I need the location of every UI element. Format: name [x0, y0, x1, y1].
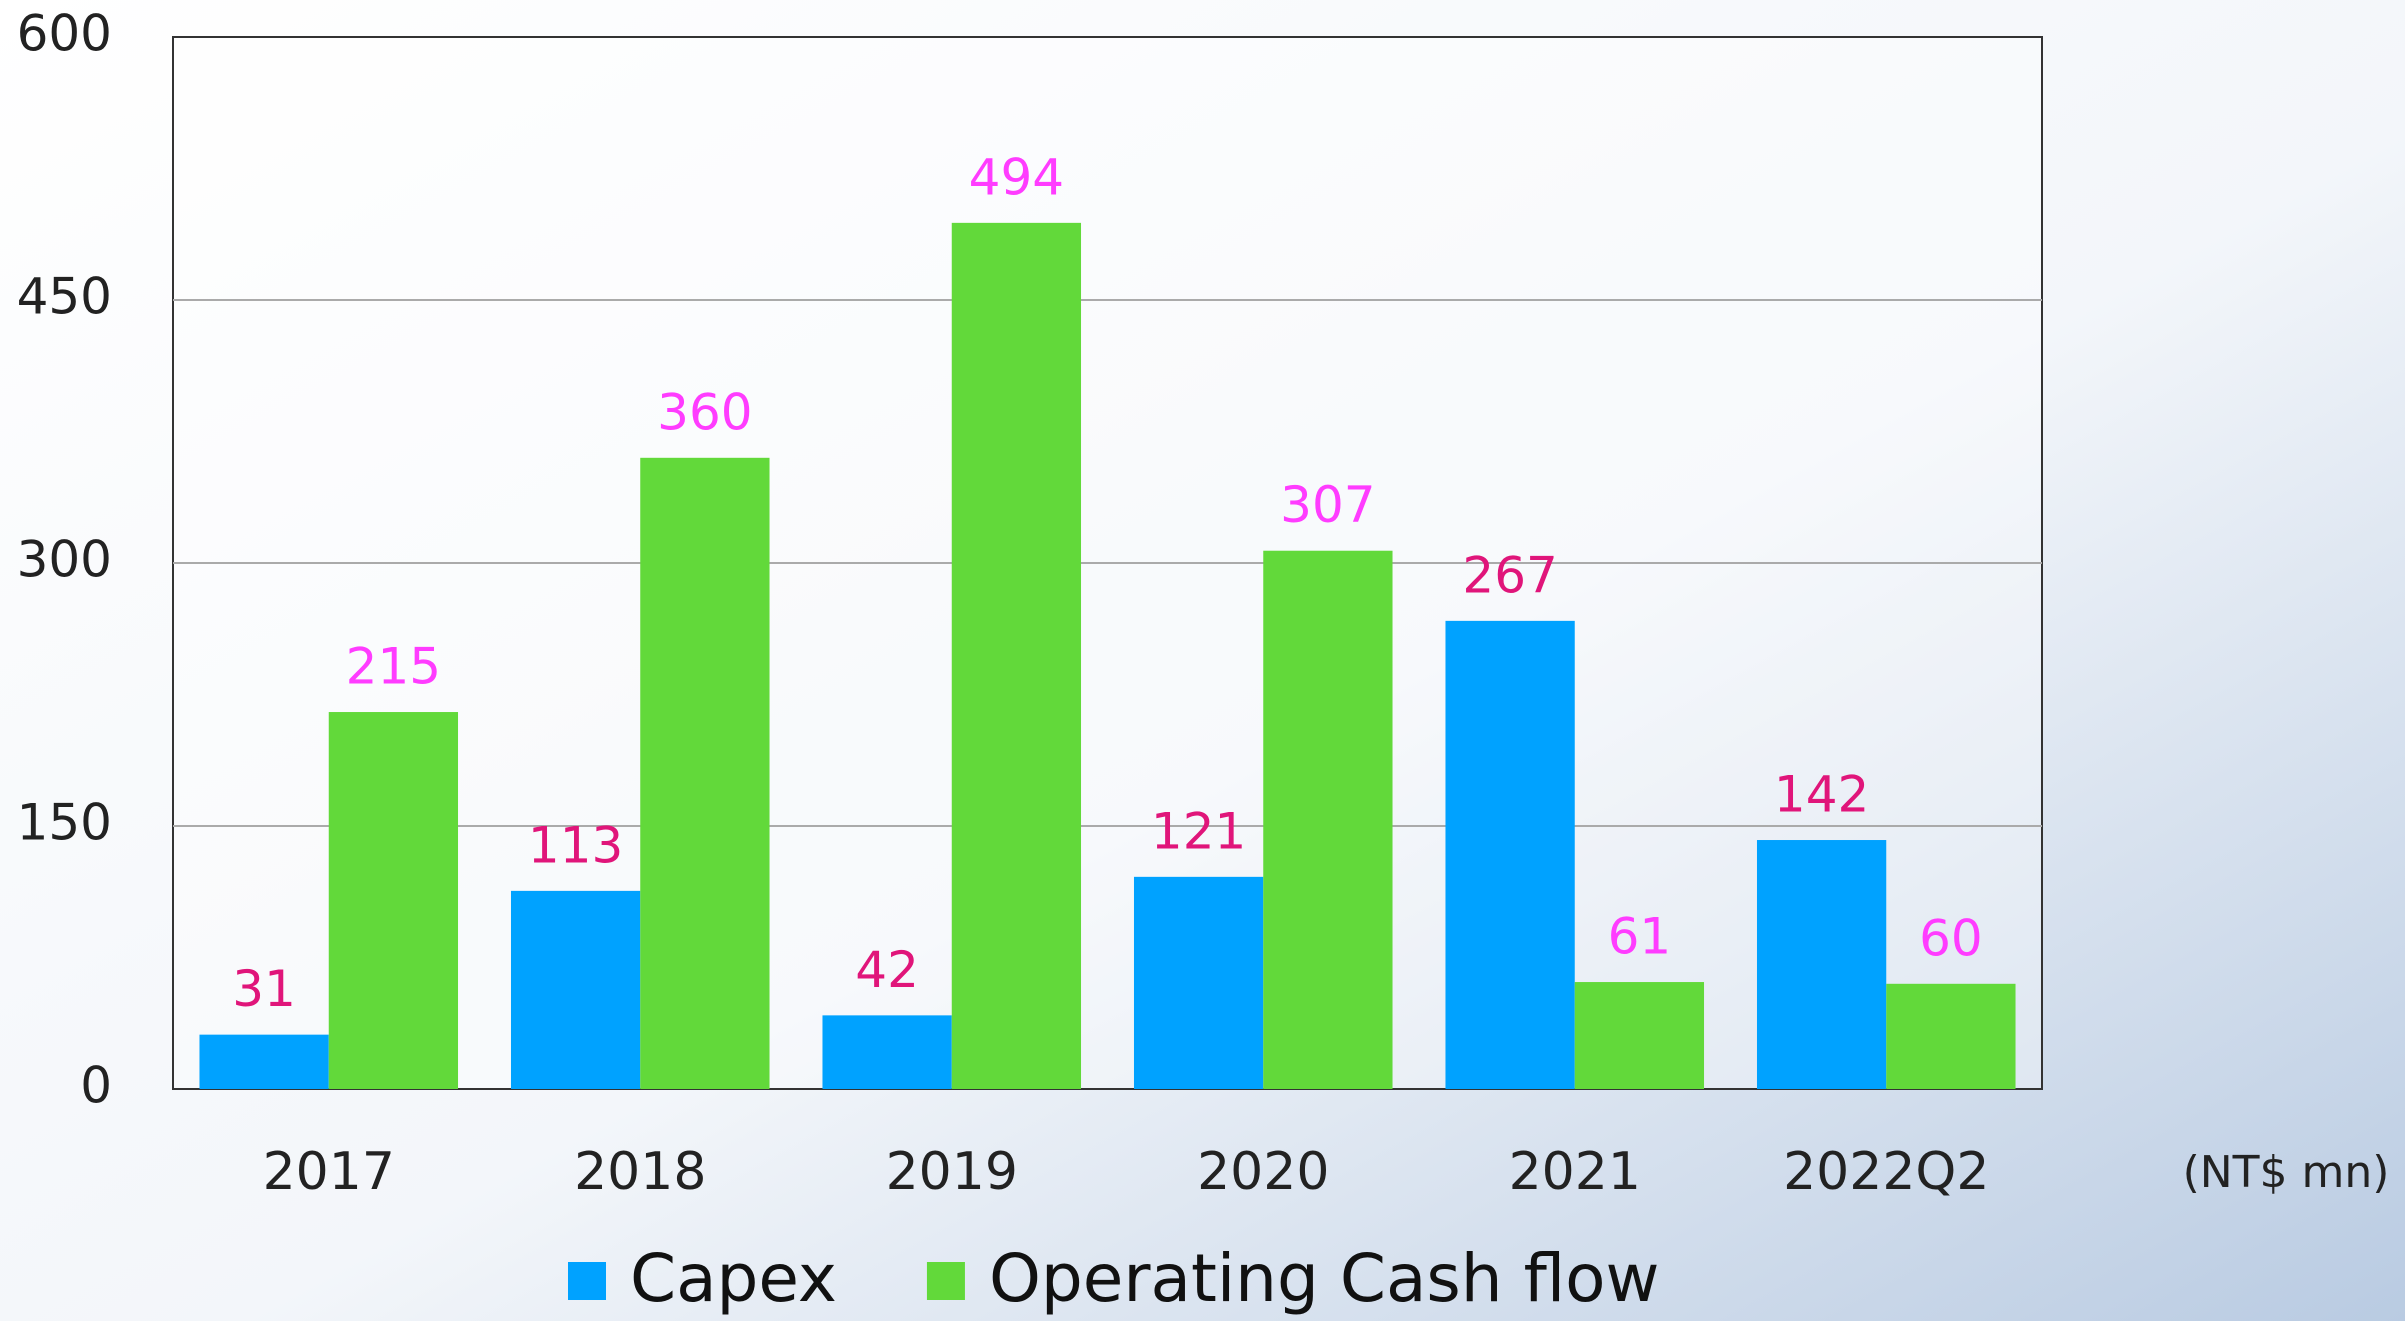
bar: [1263, 551, 1392, 1089]
data-label: 42: [855, 941, 919, 999]
legend-label: Operating Cash flow: [989, 1240, 1660, 1317]
data-label: 360: [657, 383, 752, 441]
bar: [1445, 621, 1574, 1089]
legend-label: Capex: [630, 1240, 837, 1317]
data-label: 215: [346, 638, 441, 696]
bar: [822, 1015, 951, 1089]
legend-swatch: [927, 1262, 965, 1300]
bar: [1886, 984, 2015, 1089]
x-tick-label: 2022Q2: [1783, 1142, 1989, 1202]
bar: [1134, 877, 1263, 1089]
y-tick-label: 0: [80, 1057, 112, 1115]
data-label: 142: [1774, 766, 1869, 824]
legend-swatch: [568, 1262, 606, 1300]
x-tick-label: 2017: [263, 1142, 395, 1202]
data-label: 121: [1151, 802, 1246, 860]
bar: [1575, 982, 1704, 1089]
unit-label: (NT$ mn): [2183, 1147, 2390, 1198]
y-tick-label: 150: [17, 794, 112, 852]
data-label: 267: [1462, 546, 1557, 604]
bar: [199, 1035, 328, 1089]
data-label: 61: [1608, 908, 1672, 966]
bar: [640, 458, 769, 1089]
y-tick-label: 600: [17, 5, 112, 63]
data-label: 113: [528, 816, 623, 874]
chart: (NT$ mn) 0 150 300 450 600 2017 31 215 2018 113 36…: [0, 0, 2405, 1321]
x-tick-label: 2018: [574, 1142, 706, 1202]
data-label: 494: [969, 148, 1064, 206]
data-label: 307: [1280, 476, 1375, 534]
x-tick-label: 2021: [1509, 1142, 1641, 1202]
bar: [511, 891, 640, 1089]
y-tick-label: 450: [17, 268, 112, 326]
x-tick-label: 2019: [886, 1142, 1018, 1202]
data-label: 31: [232, 960, 296, 1018]
bar: [329, 712, 458, 1089]
x-tick-label: 2020: [1197, 1142, 1329, 1202]
bar: [1757, 840, 1886, 1089]
data-label: 60: [1919, 909, 1983, 967]
y-tick-label: 300: [17, 531, 112, 589]
bar: [952, 223, 1081, 1089]
